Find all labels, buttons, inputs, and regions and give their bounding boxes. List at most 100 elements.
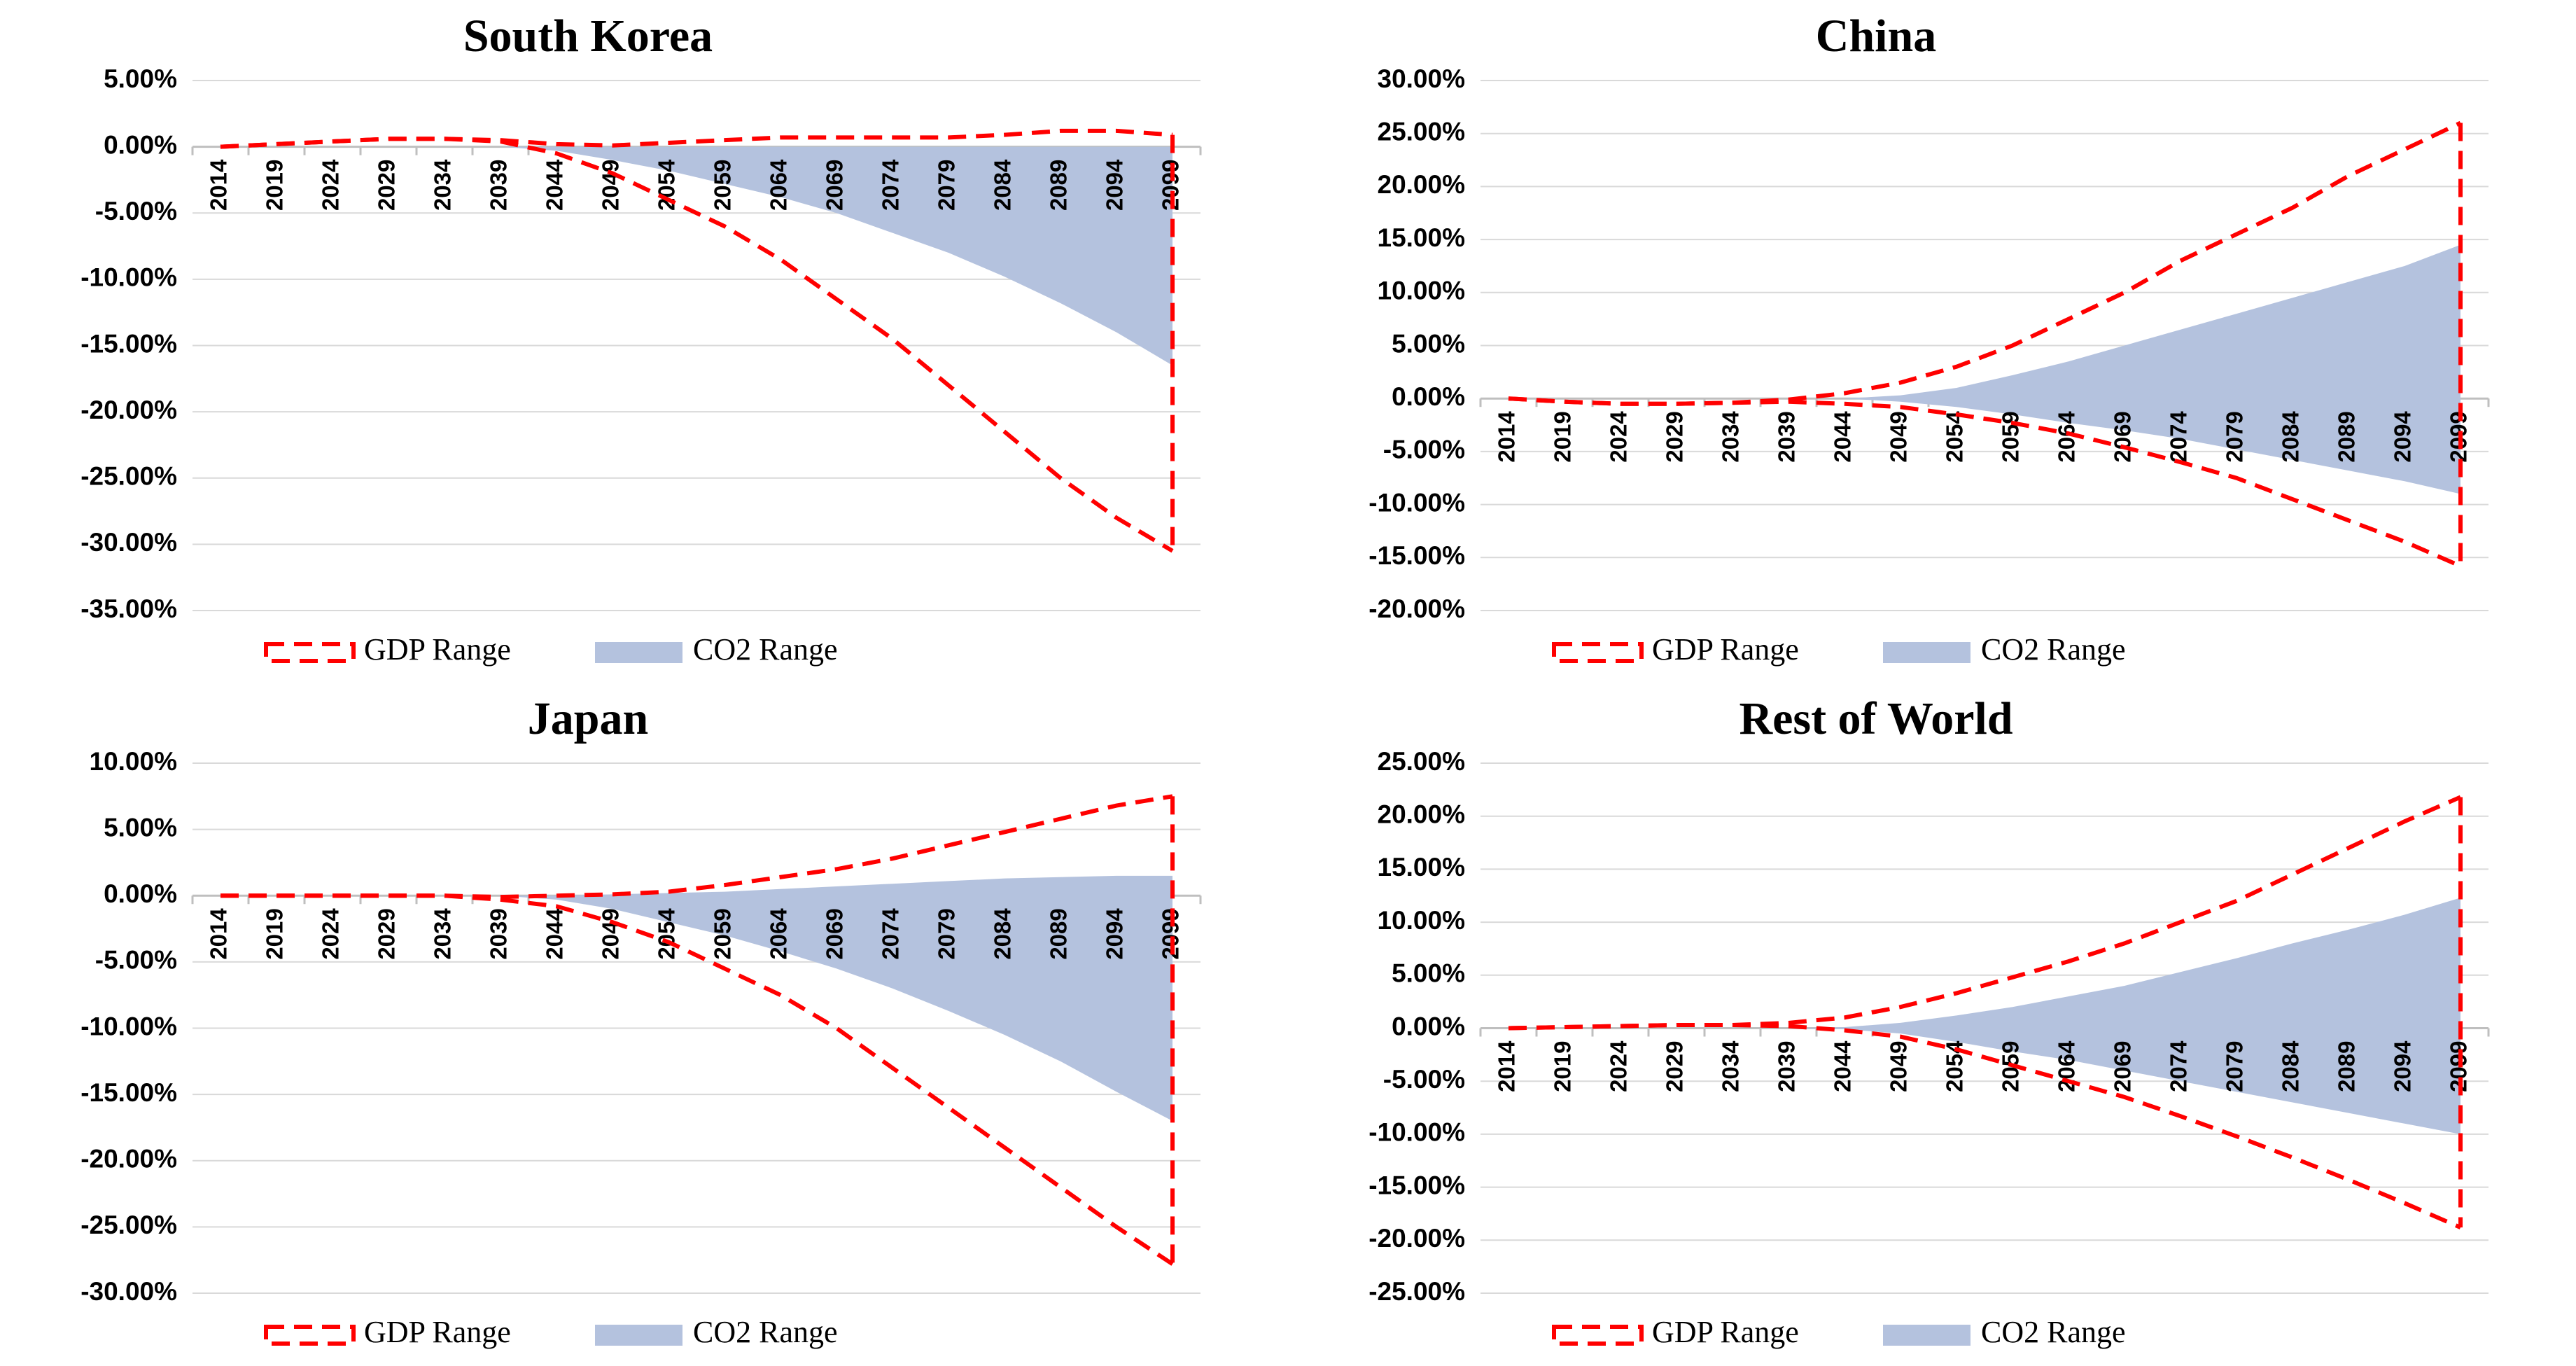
x-tick-label: 2019 — [1550, 411, 1576, 462]
x-tick-label: 2054 — [654, 908, 680, 960]
x-tick-label: 2054 — [1942, 411, 1968, 463]
legend-swatch — [1552, 642, 1644, 663]
legend-label: CO2 Range — [1981, 1315, 2126, 1349]
y-tick-label: 5.00% — [104, 813, 177, 842]
x-tick-label: 2024 — [318, 159, 344, 211]
x-tick-label: 2089 — [2334, 1041, 2360, 1092]
x-tick-label: 2079 — [934, 908, 960, 959]
x-tick-label: 2049 — [598, 908, 624, 959]
y-tick-label: -25.00% — [80, 1211, 177, 1239]
co2-range-area — [1508, 898, 2460, 1134]
y-tick-label: 0.00% — [1392, 1012, 1465, 1040]
legend-swatch — [595, 1325, 682, 1346]
x-tick-label: 2089 — [1046, 908, 1072, 959]
y-tick-label: 10.00% — [1378, 906, 1466, 935]
x-tick-label: 2014 — [206, 908, 232, 960]
y-tick-label: 30.00% — [1378, 64, 1466, 93]
y-tick-label: -10.00% — [1368, 1118, 1465, 1147]
x-tick-label: 2019 — [262, 160, 288, 211]
x-tick-label: 2024 — [1606, 1040, 1632, 1092]
legend-swatch — [1552, 1325, 1644, 1346]
x-tick-label: 2034 — [430, 159, 456, 211]
y-tick-label: 0.00% — [104, 879, 177, 908]
x-tick-label: 2084 — [2278, 1040, 2304, 1092]
gdp-range-high — [220, 794, 1173, 900]
x-tick-label: 2029 — [374, 160, 400, 211]
legend-label: CO2 Range — [1981, 632, 2126, 667]
y-tick-label: -15.00% — [80, 1078, 177, 1107]
y-tick-label: -30.00% — [80, 1277, 177, 1306]
co2-range-area — [1508, 244, 2460, 494]
x-tick-label: 2029 — [1662, 411, 1688, 462]
y-tick-label: -15.00% — [1368, 541, 1465, 570]
y-tick-label: -15.00% — [1368, 1171, 1465, 1199]
y-tick-label: 25.00% — [1378, 117, 1466, 146]
x-tick-label: 2019 — [262, 908, 288, 959]
x-tick-label: 2084 — [990, 159, 1016, 211]
x-tick-label: 2094 — [2390, 411, 2416, 463]
x-tick-label: 2044 — [542, 908, 568, 960]
x-tick-label: 2089 — [2334, 411, 2360, 462]
gdp-range-low — [1508, 396, 2462, 569]
y-tick-label: 25.00% — [1378, 747, 1466, 776]
y-tick-label: 20.00% — [1378, 800, 1466, 828]
y-tick-label: -25.00% — [80, 462, 177, 491]
chart-title: China — [1816, 11, 1936, 62]
chart-title: Rest of World — [1739, 693, 2012, 744]
y-tick-label: -20.00% — [80, 1145, 177, 1173]
x-tick-label: 2014 — [1494, 411, 1520, 463]
y-tick-label: 20.00% — [1378, 170, 1466, 199]
x-tick-label: 2079 — [2222, 1041, 2248, 1092]
y-tick-label: 5.00% — [104, 64, 177, 93]
y-tick-label: 15.00% — [1378, 223, 1466, 252]
legend-swatch — [1883, 642, 1970, 663]
y-tick-label: 10.00% — [90, 747, 178, 776]
x-tick-label: 2044 — [542, 159, 568, 211]
x-tick-label: 2059 — [710, 160, 736, 211]
x-tick-label: 2079 — [934, 160, 960, 211]
y-tick-label: -35.00% — [80, 594, 177, 623]
x-tick-label: 2069 — [822, 160, 848, 211]
x-tick-label: 2019 — [1550, 1041, 1576, 1092]
x-tick-label: 2094 — [2390, 1040, 2416, 1092]
y-tick-label: 5.00% — [1392, 329, 1465, 358]
x-tick-label: 2059 — [710, 908, 736, 959]
gdp-range-high — [1508, 795, 2462, 1031]
x-tick-label: 2014 — [1494, 1040, 1520, 1092]
x-tick-label: 2029 — [374, 908, 400, 959]
x-tick-label: 2079 — [2222, 411, 2248, 462]
gdp-range-low — [220, 137, 1174, 553]
legend-swatch — [595, 642, 682, 663]
x-tick-label: 2024 — [1606, 411, 1632, 463]
y-tick-label: -10.00% — [1368, 488, 1465, 517]
y-tick-label: -20.00% — [1368, 1224, 1465, 1253]
x-tick-label: 2054 — [1942, 1040, 1968, 1092]
y-tick-label: -30.00% — [80, 528, 177, 557]
gdp-range-high — [1508, 120, 2462, 406]
x-tick-label: 2014 — [206, 159, 232, 211]
x-tick-label: 2034 — [1718, 411, 1744, 463]
x-tick-label: 2034 — [430, 908, 456, 960]
x-tick-label: 2064 — [766, 908, 792, 960]
y-tick-label: -5.00% — [1383, 1065, 1465, 1094]
x-tick-label: 2069 — [2110, 411, 2136, 462]
chart-title: Japan — [528, 693, 648, 744]
x-tick-label: 2024 — [318, 908, 344, 960]
y-tick-label: -5.00% — [95, 946, 177, 975]
y-tick-label: 15.00% — [1378, 853, 1466, 881]
gdp-range-high — [220, 128, 1173, 149]
y-tick-label: -5.00% — [95, 197, 177, 225]
y-tick-label: -10.00% — [80, 263, 177, 292]
x-tick-label: 2059 — [1998, 411, 2024, 462]
x-tick-label: 2084 — [2278, 411, 2304, 463]
gdp-range-low — [220, 893, 1174, 1266]
co2-range-area — [220, 146, 1172, 365]
x-tick-label: 2039 — [486, 908, 512, 959]
x-tick-label: 2089 — [1046, 160, 1072, 211]
x-tick-label: 2094 — [1102, 908, 1128, 960]
x-tick-label: 2074 — [2166, 411, 2192, 463]
x-tick-label: 2069 — [2110, 1041, 2136, 1092]
y-tick-label: -10.00% — [80, 1012, 177, 1040]
x-tick-label: 2034 — [1718, 1040, 1744, 1092]
